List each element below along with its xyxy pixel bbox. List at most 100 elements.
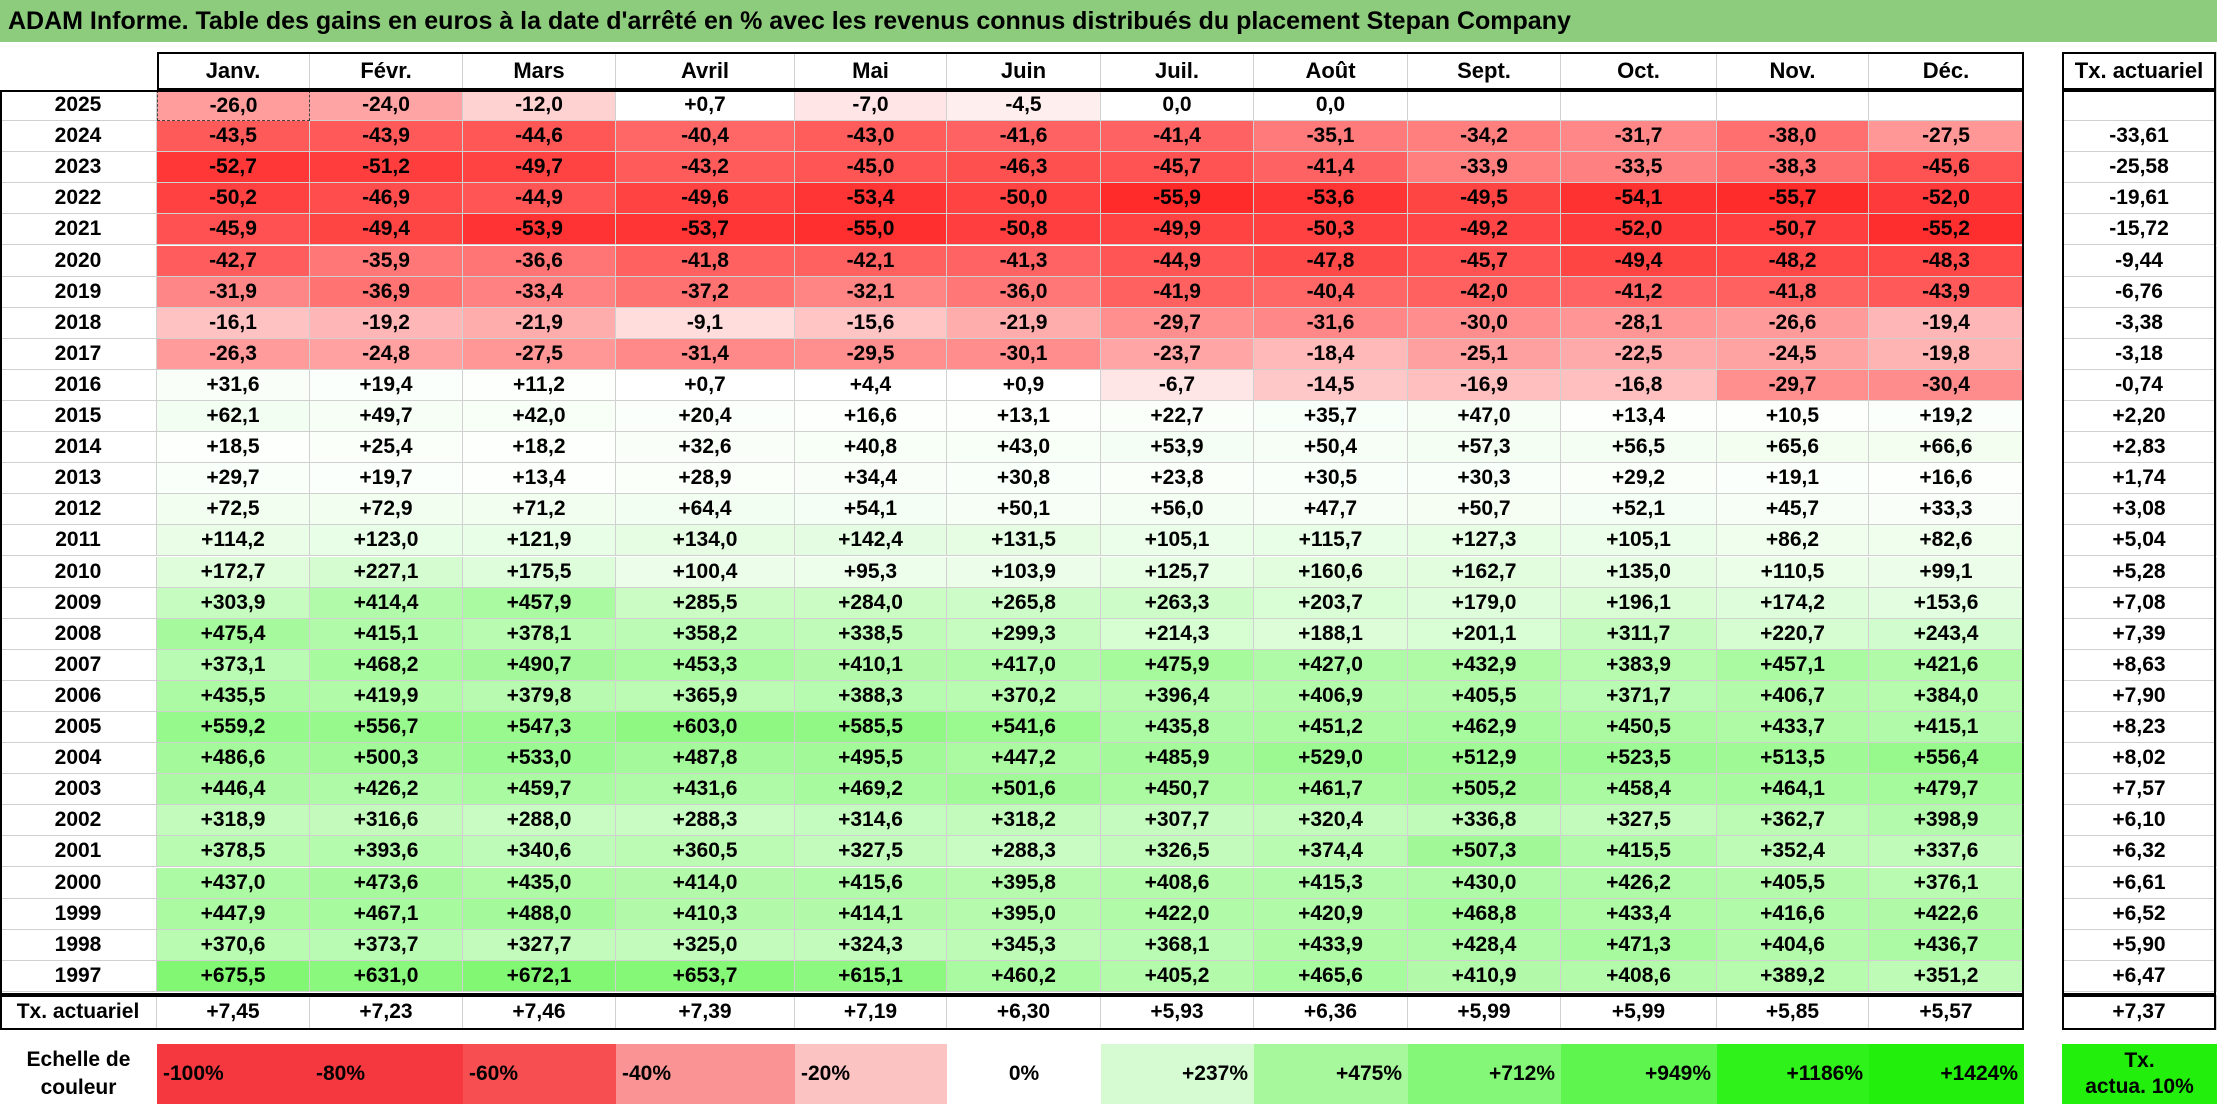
year-label: 1999 <box>0 898 157 930</box>
summary-cell: +7,23 <box>310 995 463 1030</box>
gain-cell: +615,1 <box>795 960 947 992</box>
gain-cell: +436,7 <box>1869 929 2024 961</box>
gain-cell: +414,1 <box>795 898 947 930</box>
gain-cell: +415,1 <box>310 618 463 650</box>
gain-cell: -44,9 <box>463 183 616 215</box>
rate-cell: -15,72 <box>2062 214 2217 246</box>
gain-cell: -45,7 <box>1101 152 1254 184</box>
gain-cell: -27,5 <box>463 338 616 370</box>
gain-cell: -45,7 <box>1408 245 1561 277</box>
gain-cell: +500,3 <box>310 743 463 775</box>
gain-cell: +430,0 <box>1408 867 1561 899</box>
legend-rate-line2: actua. 10% <box>2085 1075 2194 1098</box>
gain-cell: -30,0 <box>1408 307 1561 339</box>
gain-cell: +49,7 <box>310 401 463 433</box>
gain-cell: -24,5 <box>1717 338 1869 370</box>
legend-swatch: -20% <box>795 1044 947 1104</box>
gain-cell: -29,7 <box>1717 369 1869 401</box>
gain-cell: -40,4 <box>616 121 795 153</box>
rate-cell: -6,76 <box>2062 276 2217 308</box>
gain-cell: +54,1 <box>795 494 947 526</box>
gain-cell: -55,9 <box>1101 183 1254 215</box>
gain-cell: +47,7 <box>1254 494 1408 526</box>
gain-cell: +395,8 <box>947 867 1101 899</box>
rate-cell: -3,38 <box>2062 307 2217 339</box>
legend-label: Echelle de couleur <box>0 1046 157 1102</box>
summary-cell: +7,39 <box>616 995 795 1030</box>
gain-cell: +50,7 <box>1408 494 1561 526</box>
gain-cell: +220,7 <box>1717 618 1869 650</box>
gain-cell: +465,6 <box>1254 960 1408 992</box>
summary-cell: +5,85 <box>1717 995 1869 1030</box>
gain-cell: -53,9 <box>463 214 616 246</box>
gain-cell: +450,5 <box>1561 712 1717 744</box>
gain-cell: -15,6 <box>795 307 947 339</box>
gain-cell: +460,2 <box>947 960 1101 992</box>
year-label: 2001 <box>0 836 157 868</box>
year-label: 2015 <box>0 401 157 433</box>
gain-cell: -41,8 <box>616 245 795 277</box>
gain-cell: +16,6 <box>795 401 947 433</box>
gain-cell: +29,2 <box>1561 463 1717 495</box>
month-header: Août <box>1254 52 1408 90</box>
gain-cell: +172,7 <box>157 556 310 588</box>
gain-cell: -55,7 <box>1717 183 1869 215</box>
gain-cell: +174,2 <box>1717 587 1869 619</box>
gain-cell: +433,9 <box>1254 929 1408 961</box>
gain-cell: +469,2 <box>795 774 947 806</box>
gain-cell: +378,5 <box>157 836 310 868</box>
gain-cell: +433,7 <box>1717 712 1869 744</box>
gain-cell: +196,1 <box>1561 587 1717 619</box>
year-label: 2013 <box>0 463 157 495</box>
gain-cell: +370,2 <box>947 680 1101 712</box>
gain-cell: -31,7 <box>1561 121 1717 153</box>
gain-cell: +20,4 <box>616 401 795 433</box>
gain-cell: +368,1 <box>1101 929 1254 961</box>
gain-cell: +475,9 <box>1101 649 1254 681</box>
gain-cell: +265,8 <box>947 587 1101 619</box>
gain-cell: +408,6 <box>1561 960 1717 992</box>
legend-swatch: -80% <box>310 1044 463 1104</box>
gain-cell: -50,2 <box>157 183 310 215</box>
rate-cell: -3,18 <box>2062 338 2217 370</box>
gain-cell <box>1408 90 1561 122</box>
gain-cell: -41,2 <box>1561 276 1717 308</box>
gain-cell: +485,9 <box>1101 743 1254 775</box>
gain-cell: +410,3 <box>616 898 795 930</box>
gain-cell: -41,8 <box>1717 276 1869 308</box>
gain-cell: +559,2 <box>157 712 310 744</box>
gain-cell: -42,7 <box>157 245 310 277</box>
gain-cell: +457,9 <box>463 587 616 619</box>
summary-cell: +5,93 <box>1101 995 1254 1030</box>
gain-cell: -55,2 <box>1869 214 2024 246</box>
gain-cell: +447,9 <box>157 898 310 930</box>
year-label: 2006 <box>0 680 157 712</box>
gain-cell: +284,0 <box>795 587 947 619</box>
gain-cell: -41,4 <box>1254 152 1408 184</box>
gain-cell: +125,7 <box>1101 556 1254 588</box>
gain-cell: +437,0 <box>157 867 310 899</box>
rate-cell: +1,74 <box>2062 463 2217 495</box>
gain-cell: -26,0 <box>157 90 310 122</box>
gain-cell: +105,1 <box>1101 525 1254 557</box>
gain-cell: -41,9 <box>1101 276 1254 308</box>
gain-cell: -43,0 <box>795 121 947 153</box>
month-header: Avril <box>616 52 795 90</box>
gain-cell: -35,9 <box>310 245 463 277</box>
rate-cell: +6,61 <box>2062 867 2217 899</box>
gain-cell: +56,5 <box>1561 432 1717 464</box>
gain-cell: +95,3 <box>795 556 947 588</box>
gain-cell: +419,9 <box>310 680 463 712</box>
gain-cell: +127,3 <box>1408 525 1561 557</box>
gain-cell: +417,0 <box>947 649 1101 681</box>
gain-cell: -25,1 <box>1408 338 1561 370</box>
gain-cell: -24,8 <box>310 338 463 370</box>
year-label: 2011 <box>0 525 157 557</box>
gain-cell: +326,5 <box>1101 836 1254 868</box>
rate-cell: -0,74 <box>2062 369 2217 401</box>
gain-cell: +464,1 <box>1717 774 1869 806</box>
gain-cell: +672,1 <box>463 960 616 992</box>
gain-cell: +505,2 <box>1408 774 1561 806</box>
gain-cell: +18,5 <box>157 432 310 464</box>
summary-cell: +5,57 <box>1869 995 2024 1030</box>
